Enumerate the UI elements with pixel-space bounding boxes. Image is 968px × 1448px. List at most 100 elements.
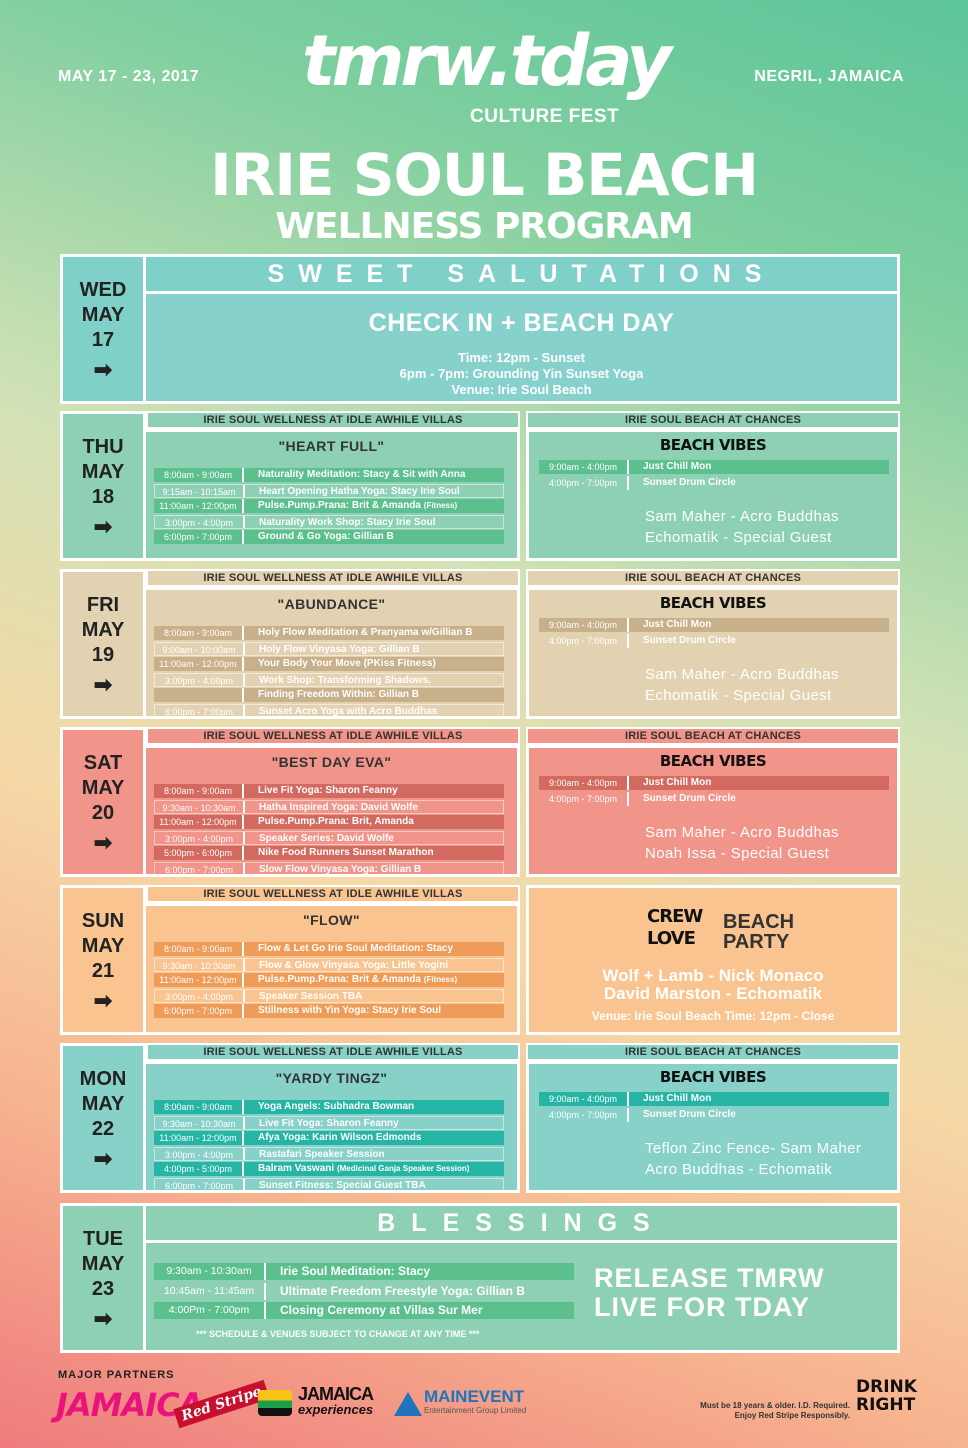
beach-row: 4:00pm - 7:00pm Sunset Drum Circle (539, 476, 889, 490)
schedule-row: 11:00am - 12:00pm Pulse.Pump.Prana: Brit … (154, 499, 504, 514)
row-event-text: Speaker Series: David Wolfe (259, 832, 394, 844)
schedule-row: 11:00am - 12:00pm Pulse.Pump.Prana: Brit,… (154, 815, 504, 830)
chances-header: IRIE SOUL BEACH AT CHANCES (526, 411, 900, 429)
chances-panel: BEACH VIBES 9:00am - 4:00pm Just Chill Mon… (526, 1061, 900, 1193)
row-time: 6:00pm - 7:00pm (154, 1004, 244, 1019)
schedule-row: 9:15am - 10:15am Heart Opening Hatha Yoga… (154, 483, 504, 498)
schedule-row: 8:00am - 9:00am Live Fit Yoga: Sharon Fea… (154, 784, 504, 798)
schedule-row: 6:00pm - 7:00pm Ground & Go Yoga: Gillian… (154, 530, 504, 545)
beach-vibes-title: BEACH VIBES (659, 1068, 767, 1086)
villas-header: IRIE SOUL WELLNESS AT IDLE AWHILE VILLAS (146, 1043, 520, 1061)
party-line2: PARTY (723, 931, 790, 953)
wed-headline: CHECK IN + BEACH DAY (368, 309, 675, 337)
day-fri: FRI MAY 19 ➡ (60, 569, 146, 719)
schedule-row: 6:00pm - 7:00pm Sunset Fitness: Special G… (154, 1178, 504, 1192)
row-event: Just Chill Mon (643, 1093, 712, 1104)
wed-line1: Time: 12pm - Sunset (458, 350, 585, 365)
row-time: 6:00pm - 7:00pm (155, 1179, 245, 1191)
schedule-row: 11:00am - 12:00pm Your Body Your Move (PK… (154, 657, 504, 672)
row-event: Live Fit Yoga: Sharon Feanny (244, 784, 398, 798)
row-event-text: Afya Yoga: Karin Wilson Edmonds (258, 1132, 422, 1144)
row-event: Sunset Drum Circle (643, 635, 736, 646)
closing-row: 10:45am - 11:45am Ultimate Freedom Freest… (154, 1282, 574, 1300)
act-line-1: Sam Maher - Acro Buddhas (645, 824, 839, 841)
crew-text: CREW (647, 906, 703, 927)
row-event: Yoga Angels: Subhadra Bowman (244, 1100, 414, 1114)
row-event-text: Sunset Acro Yoga with Acro Buddhas (259, 706, 438, 717)
day-date: 20 (91, 801, 115, 824)
act-line-1: Sam Maher - Acro Buddhas (645, 508, 839, 525)
row-event-text: Naturality Meditation: Stacy & Sit with … (258, 469, 466, 480)
day-day: SUN (81, 909, 125, 932)
row-event: Just Chill Mon (643, 777, 712, 788)
day-month: MAY (81, 1252, 125, 1275)
row-time: 9:00am - 4:00pm (539, 460, 629, 474)
schedule-row: 8:00am - 9:00am Holy Flow Meditation & Pr… (154, 626, 504, 640)
row-event: Sunset Fitness: Special Guest TBA (245, 1179, 426, 1191)
chances-header: IRIE SOUL BEACH AT CHANCES (526, 1043, 900, 1061)
row-time: 4:00pm - 5:00pm (154, 1162, 244, 1177)
day-month: MAY (81, 618, 125, 641)
row-event: Slow Flow Vinyasa Yoga: Gillian B (245, 863, 421, 875)
act-line-2: Echomatik - Special Guest (645, 687, 832, 704)
row-event: Ultimate Freedom Freestyle Yoga: Gillian… (280, 1283, 525, 1298)
jamaica-experiences-icon (258, 1390, 292, 1416)
legal-line2: Enjoy Red Stripe Responsibly. (734, 1411, 850, 1420)
row-time: 9:30am - 10:30am (154, 1263, 266, 1280)
row-event-text: Finding Freedom Within: Gillian B (258, 689, 420, 701)
event-dates: MAY 17 - 23, 2017 (58, 68, 200, 85)
row-time: 4:00pm - 7:00pm (539, 634, 629, 648)
act-line-2: Noah Issa - Special Guest (645, 845, 830, 862)
row-event: Holy Flow Meditation & Pranyama w/Gillia… (244, 626, 472, 640)
day-date: 18 (91, 485, 115, 508)
villas-header: IRIE SOUL WELLNESS AT IDLE AWHILE VILLAS (146, 727, 520, 745)
day-day: FRI (86, 593, 120, 616)
schedule-row: 5:00pm - 6:00pm Nike Food Runners Sunset … (154, 846, 504, 861)
row-time: 3:00pm - 4:00pm (155, 1147, 245, 1160)
major-partners-label: MAJOR PARTNERS (58, 1369, 175, 1381)
wed-banner: SWEET SALUTATIONS (146, 254, 900, 294)
wed-panel: CHECK IN + BEACH DAY Time: 12pm - Sunset… (146, 291, 900, 404)
row-event: Irie Soul Meditation: Stacy (280, 1264, 431, 1278)
row-time: 8:00am - 9:00am (154, 468, 244, 482)
day-month: MAY (81, 776, 125, 799)
day-sun: SUN MAY 21 ➡ (60, 885, 146, 1035)
row-time: 11:00am - 12:00pm (154, 815, 244, 830)
row-event-text: Live Fit Yoga: Sharon Feanny (259, 1117, 399, 1129)
event-location: NEGRIL, JAMAICA (754, 68, 904, 85)
row-time: 5:00pm - 6:00pm (154, 846, 244, 861)
villas-panel: "YARDY TINGZ" 8:00am - 9:00am Yoga Angels:… (146, 1061, 520, 1193)
row-event: Stillness with Yin Yoga: Stacy Irie Soul (244, 1004, 441, 1018)
row-event: Just Chill Mon (643, 619, 712, 630)
beach-row: 9:00am - 4:00pm Just Chill Mon (539, 776, 889, 790)
chances-panel: BEACH VIBES 9:00am - 4:00pm Just Chill Mon… (526, 745, 900, 877)
act-line-1: Sam Maher - Acro Buddhas (645, 666, 839, 683)
schedule-row: 3:00pm - 4:00pm Naturality Work Shop: Sta… (154, 514, 504, 529)
day-date: 21 (91, 959, 115, 982)
row-time: 8:00am - 9:00am (154, 784, 244, 798)
row-time: 9:00am - 4:00pm (539, 618, 629, 632)
schedule-row: 3:00pm - 4:00pm Rastafari Speaker Session (154, 1146, 504, 1161)
row-event: Holy Flow Vinyasa Yoga: Gillian B (245, 643, 420, 655)
row-event-text: Holy Flow Meditation & Pranyama w/Gillia… (258, 627, 473, 638)
row-event-text: Flow & Let Go Irie Soul Meditation: Stac… (258, 943, 454, 954)
row-time: 8:00am - 9:00am (154, 626, 244, 640)
row-time: 3:00pm - 4:00pm (155, 673, 245, 686)
beach-row: 9:00am - 4:00pm Just Chill Mon (539, 1092, 889, 1106)
row-event: Sunset Acro Yoga with Acro Buddhas (245, 705, 437, 717)
row-event-note: (Fitness) (423, 501, 458, 511)
schedule-row: 9:00am - 10:00am Holy Flow Vinyasa Yoga: … (154, 641, 504, 656)
day-day: MON (79, 1067, 127, 1090)
theme-title: "ABUNDANCE" (277, 596, 386, 612)
row-event: Pulse.Pump.Prana: Brit, Amanda (244, 815, 414, 829)
day-wed: WED MAY 17 ➡ (60, 254, 146, 404)
row-event-text: Pulse.Pump.Prana: Brit & Amanda (258, 500, 421, 512)
row-event-text: Holy Flow Vinyasa Yoga: Gillian B (259, 643, 420, 655)
row-event-text: Yoga Angels: Subhadra Bowman (258, 1101, 415, 1112)
day-sat: SAT MAY 20 ➡ (60, 727, 146, 877)
row-time: 9:00am - 10:00am (155, 642, 245, 655)
page-title: IRIE SOUL BEACH (210, 141, 759, 209)
beach-party-title: BEACH PARTY (723, 912, 794, 952)
row-event: Sunset Drum Circle (643, 477, 736, 488)
arrow-right-icon: ➡ (93, 829, 113, 855)
